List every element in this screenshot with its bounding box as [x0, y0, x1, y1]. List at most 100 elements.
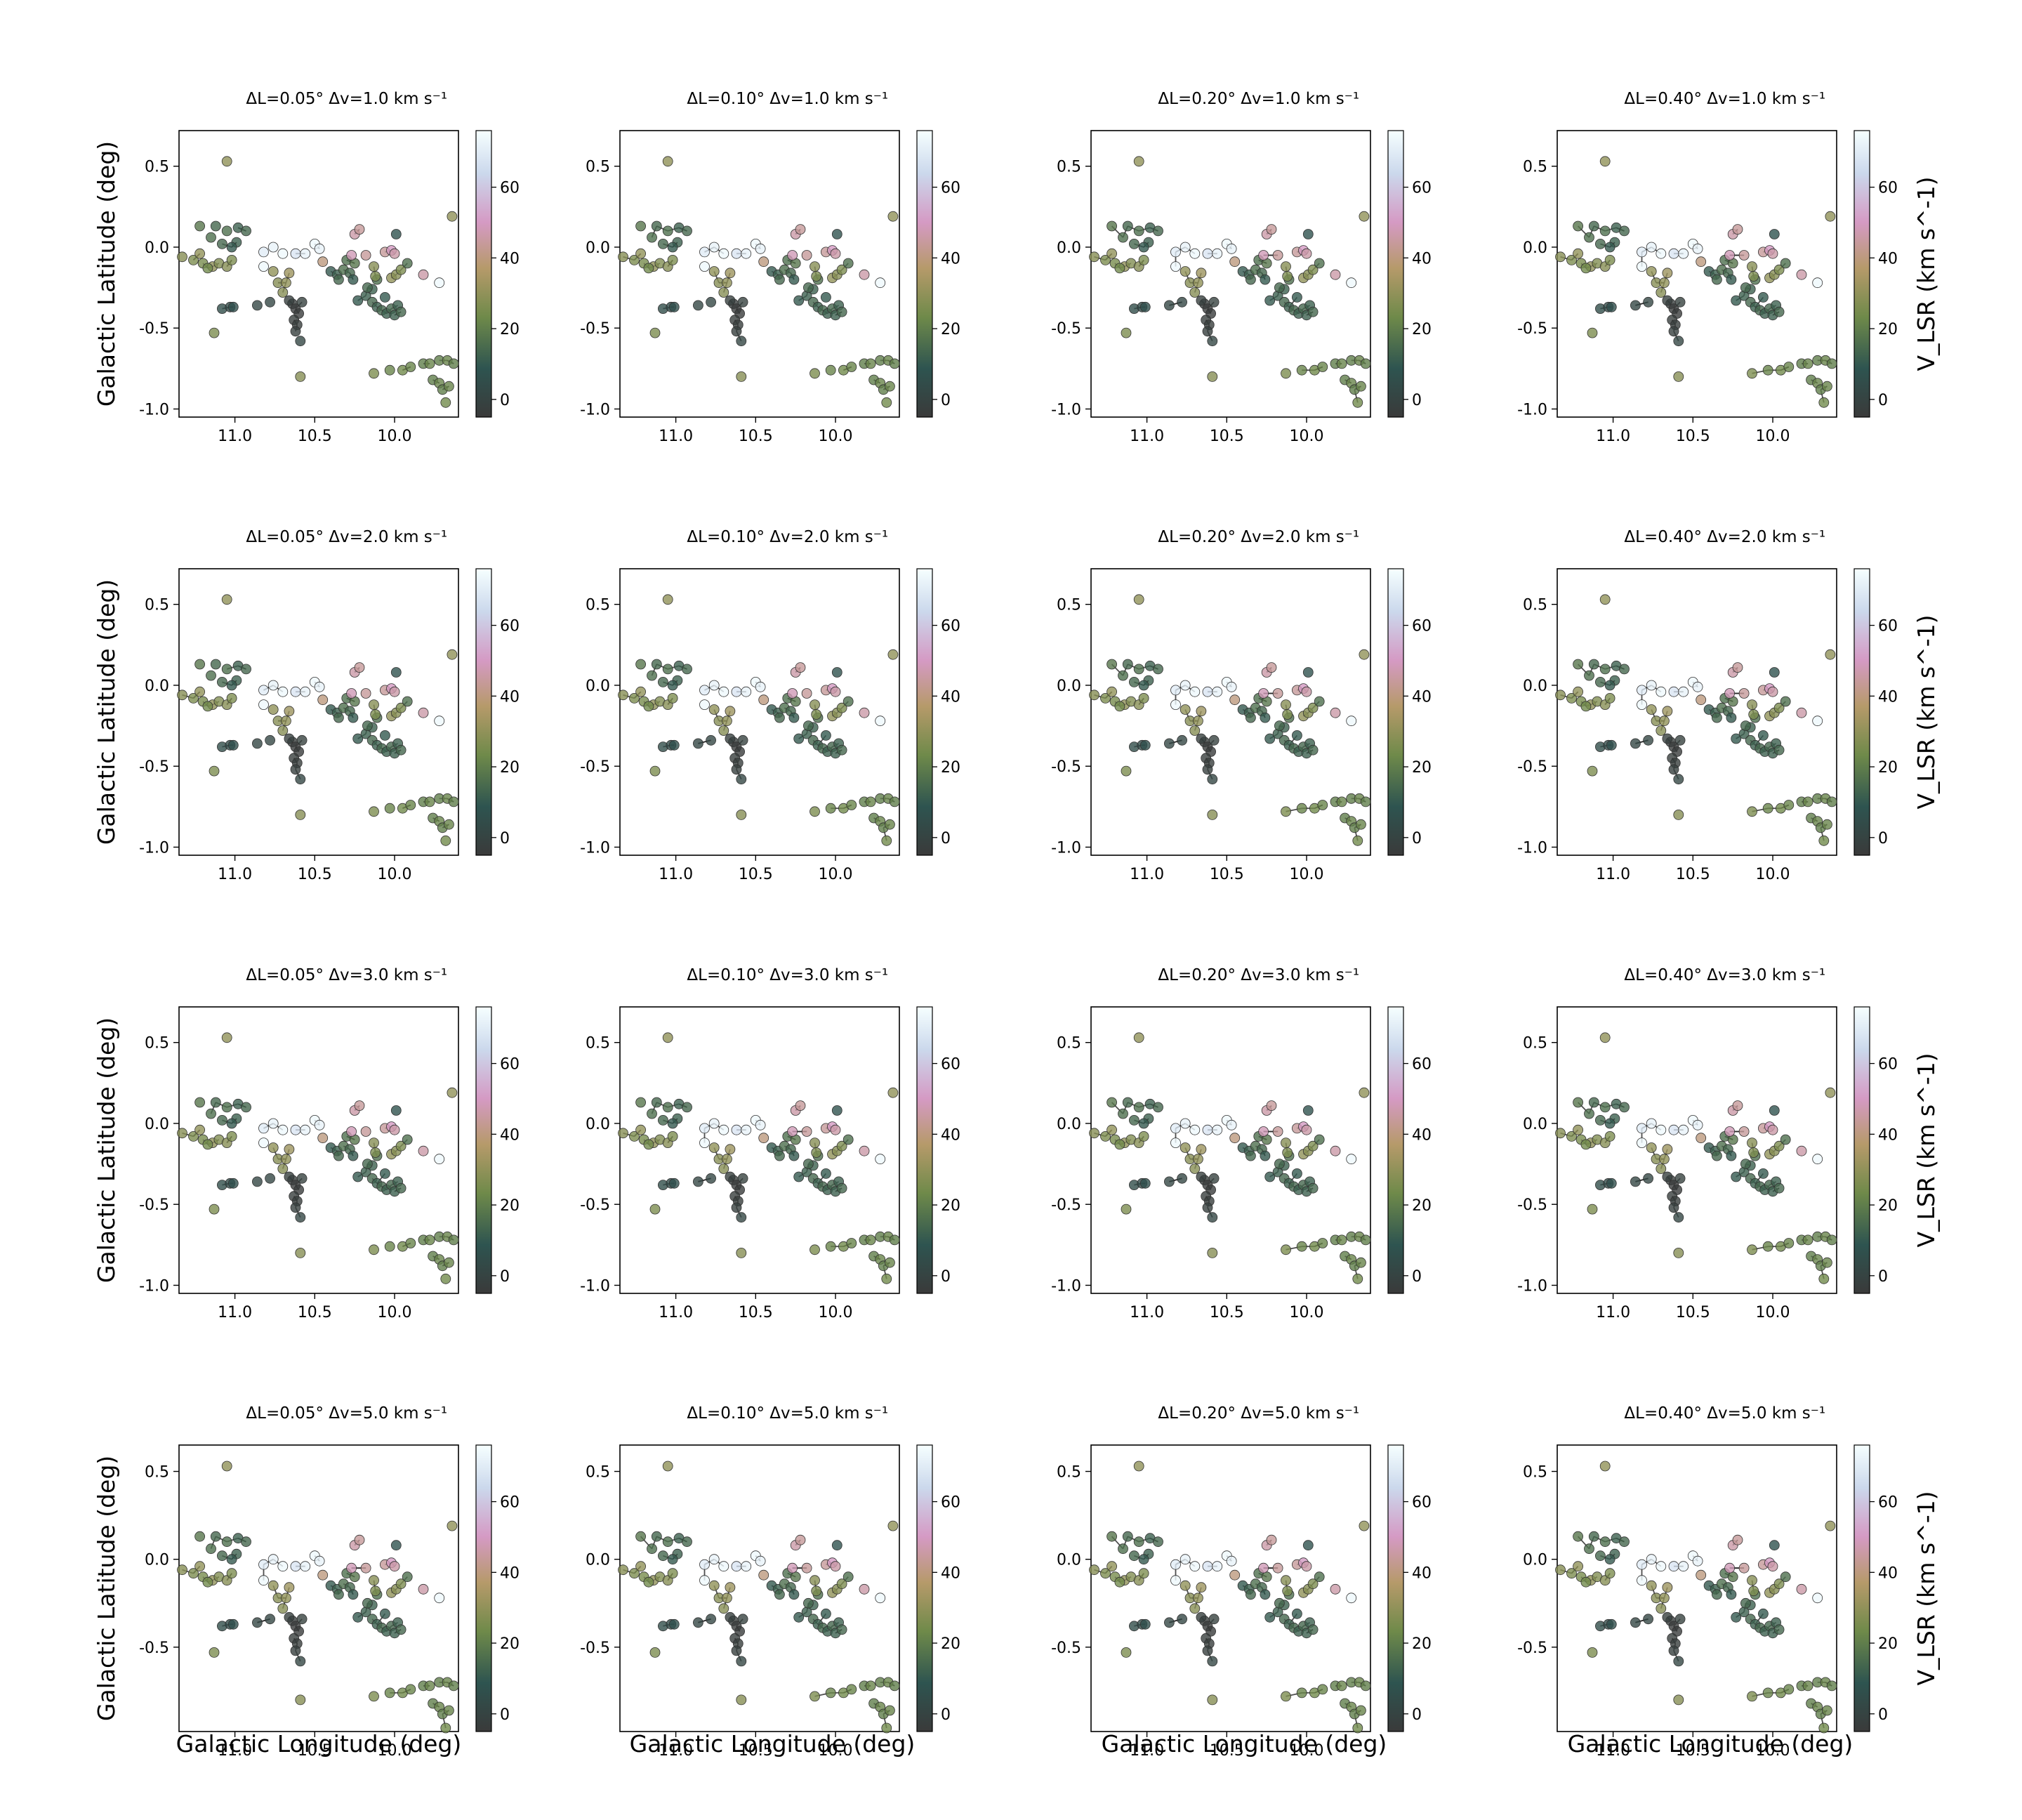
cloud-point	[1207, 1212, 1218, 1223]
cloud-point	[1226, 681, 1237, 692]
cloud-point	[731, 764, 742, 775]
cloud-point	[280, 1154, 291, 1165]
cloud-point	[277, 1124, 289, 1135]
cloud-point	[1360, 1234, 1371, 1246]
colorbar-tick-label: 20	[1878, 1635, 1898, 1653]
cloud-point	[618, 1128, 628, 1139]
cloud-point	[405, 1684, 416, 1695]
cloud-point	[1352, 397, 1363, 408]
cloud-point	[241, 1536, 251, 1548]
panel-r4-c2: ΔL=0.10° Δv=5.0 km s⁻¹ 11.0 10.5 10.0 0.5 0.0…	[580, 1404, 960, 1760]
cloud-point	[1673, 1248, 1684, 1258]
y-tick-label: -1.0	[139, 401, 169, 418]
colorbar-label: V_LSR (km s^-1)	[1912, 1053, 1940, 1247]
cloud-point	[1296, 803, 1307, 814]
y-tick-label: 0.5	[586, 1035, 610, 1053]
cloud-point	[803, 1597, 814, 1609]
cloud-point	[722, 277, 732, 289]
cloud-point	[1573, 659, 1584, 670]
cloud-point	[1812, 277, 1823, 289]
cloud-point	[1258, 1126, 1269, 1137]
cloud-point	[1202, 326, 1213, 337]
cloud-point	[1153, 1536, 1163, 1548]
cloud-point	[635, 1097, 646, 1108]
x-tick-label: 10.5	[739, 428, 773, 445]
cloud-point	[731, 248, 742, 259]
y-axis-label: Galactic Latitude (deg)	[93, 141, 120, 407]
cloud-point	[859, 1583, 870, 1595]
cloud-point	[1740, 282, 1751, 294]
y-tick-label: 0.5	[1057, 597, 1081, 614]
cloud-point	[1274, 720, 1285, 731]
cloud-point	[418, 1145, 429, 1156]
x-tick-label: 11.0	[659, 1304, 693, 1321]
cloud-point	[1573, 686, 1584, 697]
cloud-point	[206, 232, 216, 243]
y-tick-label: -0.5	[580, 758, 610, 776]
colorbar-tick-label: 20	[1878, 1197, 1898, 1215]
panel-r3-c2: ΔL=0.10° Δv=3.0 km s⁻¹ 11.0 10.5 10.0 0.5 0.0…	[580, 966, 960, 1321]
cloud-point	[384, 1241, 395, 1252]
cloud-point	[1821, 381, 1832, 392]
colorbar-label: V_LSR (km s^-1)	[1912, 1491, 1940, 1685]
cloud-point	[1606, 1618, 1617, 1630]
cloud-point	[1106, 220, 1117, 232]
cloud-point	[865, 358, 876, 369]
cloud-point	[725, 1611, 736, 1623]
cloud-point	[1573, 248, 1584, 259]
cloud-point	[667, 693, 678, 704]
plot-frame	[178, 130, 459, 418]
cloud-point	[296, 1173, 308, 1184]
cloud-point	[194, 659, 206, 670]
cloud-point	[1726, 1150, 1737, 1161]
cloud-point	[434, 277, 445, 289]
cloud-point	[1100, 254, 1111, 265]
x-tick-label: 10.0	[378, 1304, 412, 1321]
cloud-point	[1604, 680, 1615, 691]
colorbar-tick-label: 0	[500, 392, 510, 409]
colorbar-label: V_LSR (km s^-1)	[1912, 176, 1940, 371]
cloud-point	[755, 1555, 766, 1567]
panel-r1-c3: ΔL=0.20° Δv=1.0 km s⁻¹ 11.0 10.5 10.0 0.5 0.0…	[1051, 90, 1432, 445]
y-tick-label: -0.5	[1517, 1196, 1547, 1214]
cloud-point	[216, 1115, 227, 1126]
cloud-point	[448, 1234, 459, 1246]
cloud-point	[1646, 704, 1657, 715]
y-tick-label: 0.0	[1523, 1552, 1547, 1569]
cloud-point	[1668, 1202, 1679, 1213]
cloud-point	[1732, 1534, 1743, 1545]
colorbar-tick-label: 40	[500, 1126, 520, 1144]
x-tick-label: 10.5	[298, 1742, 332, 1760]
cloud-point	[1281, 368, 1291, 379]
y-axis-label: Galactic Latitude (deg)	[93, 1017, 120, 1283]
cloud-point	[1133, 1536, 1144, 1548]
cloud-point	[1566, 693, 1577, 704]
cloud-point	[1767, 1124, 1778, 1135]
cloud-point	[1100, 1568, 1111, 1579]
cloud-point	[1359, 211, 1370, 222]
y-tick-label: -0.5	[139, 758, 169, 776]
cloud-point	[227, 1178, 239, 1189]
cloud-point	[682, 1102, 692, 1113]
cloud-point	[810, 806, 820, 817]
cloud-point	[1292, 1168, 1302, 1179]
cloud-point	[708, 1580, 720, 1591]
cloud-point	[1281, 1138, 1291, 1148]
cloud-point	[1292, 1608, 1302, 1619]
colorbar-tick-label: 20	[500, 1197, 520, 1215]
cloud-point	[284, 706, 295, 717]
colorbar-tick-label: 0	[1412, 1706, 1422, 1724]
cloud-point	[424, 796, 435, 807]
cloud-point	[1584, 232, 1594, 243]
cloud-point	[1281, 699, 1291, 710]
cloud-point	[267, 1118, 279, 1129]
colorbar	[1387, 568, 1404, 856]
cloud-point	[188, 1131, 199, 1142]
cloud-point	[662, 156, 673, 167]
cloud-point	[395, 264, 407, 275]
cloud-point	[1189, 686, 1201, 697]
cloud-point	[1177, 296, 1187, 308]
colorbar-tick-label: 0	[500, 1706, 510, 1724]
cloud-point	[1307, 744, 1319, 756]
y-tick-label: -0.5	[139, 320, 169, 338]
